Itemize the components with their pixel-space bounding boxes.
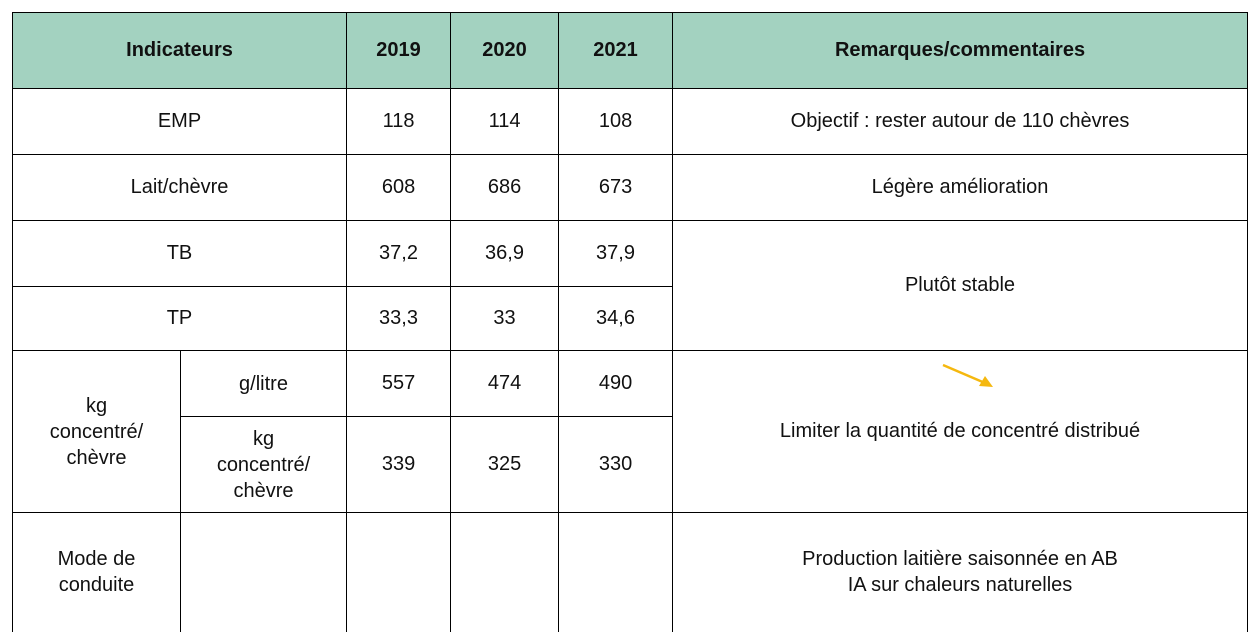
row: EMP 118 114 108 Objectif : rester autour…	[11, 88, 1249, 155]
value-cell: 34,6	[558, 286, 674, 351]
value-cell: 118	[346, 88, 452, 155]
label-cell: Mode de conduite	[12, 512, 181, 632]
row: TP 33,3 33 34,6	[11, 286, 1248, 351]
value-cell: 108	[558, 88, 674, 155]
indicator-table: Indicateurs 2019 2020 2021 Remarques/com…	[11, 12, 1249, 632]
label-cell: g/litre	[179, 350, 348, 417]
text-line: Mode de	[57, 548, 136, 571]
remark-cell: Plutôt stable	[672, 220, 1249, 351]
empty-cell	[179, 512, 348, 632]
header-cell: 2021	[558, 12, 674, 89]
trend-arrow	[942, 363, 994, 387]
row: Mode de conduite Production laitière sais…	[12, 512, 1249, 632]
text-line: Production laitière saisonnée en AB	[802, 548, 1118, 571]
text-line: conduite	[58, 574, 135, 597]
remark-text: Limiter la quantité de concentré distrib…	[779, 420, 1141, 442]
text-line: chèvre	[233, 479, 294, 502]
row: TB 37,2 36,9 37,9 Plutôt stable	[11, 220, 1249, 351]
empty-cell	[346, 512, 452, 632]
remark-cell: Production laitière saisonnée en AB IA su…	[672, 512, 1249, 632]
value-cell: 37,9	[558, 220, 674, 287]
empty-cell	[558, 512, 674, 632]
label-cell: TB	[11, 220, 348, 287]
value-cell: 474	[450, 350, 560, 417]
group-cell: kg concentré/chèvre	[12, 350, 181, 513]
value-cell: 339	[346, 416, 452, 513]
text-line: kg	[85, 394, 108, 417]
value-cell: 33	[450, 286, 560, 351]
label-cell: Lait/chèvre	[11, 154, 348, 221]
row: kg concentré/chèvre 339 325 330	[13, 416, 1248, 513]
value-cell: 36,9	[450, 220, 560, 287]
header-cell: Remarques/commentaires	[672, 12, 1249, 89]
header-cell: 2019	[346, 12, 452, 89]
text-line: kg	[252, 427, 275, 450]
value-cell: 557	[346, 350, 452, 417]
header-cell: Indicateurs	[11, 12, 348, 89]
value-cell: 37,2	[346, 220, 452, 287]
empty-cell	[450, 512, 560, 632]
remark-cell: Objectif : rester autour de 110 chèvres	[672, 88, 1249, 155]
text-line: IA sur chaleurs naturelles	[847, 574, 1073, 597]
value-cell: 325	[450, 416, 560, 513]
row: Lait/chèvre 608 686 673 Légère améliorat…	[11, 154, 1249, 221]
text-line: chèvre	[66, 446, 127, 469]
value-cell: 608	[346, 154, 452, 221]
value-cell: 33,3	[346, 286, 452, 351]
text-line: g/litre	[239, 372, 288, 395]
value-cell: 330	[558, 416, 674, 513]
value-cell: 686	[450, 154, 560, 221]
row: kg concentré/chèvre g/litre 557 474 490 L…	[12, 350, 1249, 513]
label-cell: EMP	[11, 88, 348, 155]
remark-cell: Limiter la quantité de concentré distrib…	[672, 350, 1249, 513]
text-line: concentré/	[49, 420, 144, 443]
value-cell: 114	[450, 88, 560, 155]
value-cell: 490	[558, 350, 674, 417]
value-cell: 673	[558, 154, 674, 221]
label-cell: TP	[11, 286, 348, 351]
header-cell: 2020	[450, 12, 560, 89]
remark-cell: Légère amélioration	[672, 154, 1249, 221]
header-row: Indicateurs 2019 2020 2021 Remarques/com…	[11, 12, 1249, 89]
label-cell: kg concentré/chèvre	[179, 416, 348, 513]
text-line: concentré/	[216, 453, 311, 476]
